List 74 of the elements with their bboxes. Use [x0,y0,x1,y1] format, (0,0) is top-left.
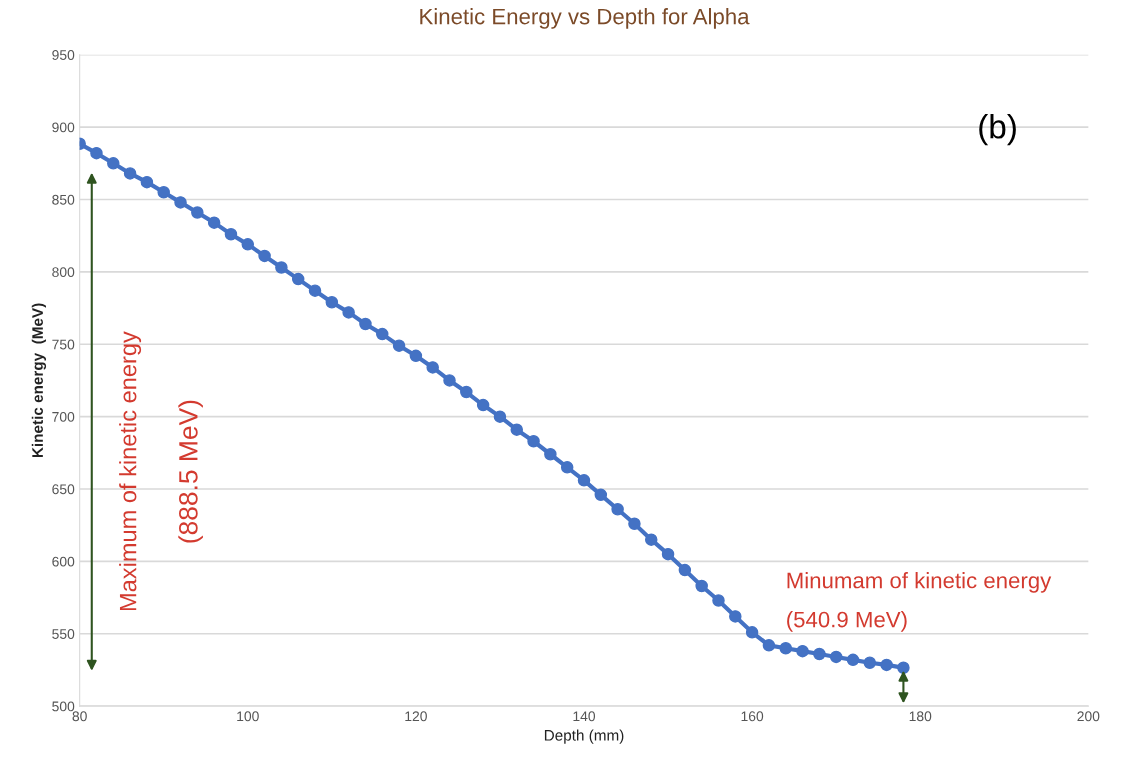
y-tick-label: 850 [52,194,75,205]
point [291,272,305,286]
x-tick-label: 100 [237,711,259,722]
point [174,196,187,209]
point [207,216,221,229]
annotation: (b) [979,114,1016,146]
chart-title: Kinetic Energy vs Depth for Alpha [420,8,750,29]
point [611,503,624,516]
point [342,306,355,319]
x-axis-title: Depth (mm) [544,729,624,744]
point [796,644,809,658]
point [762,639,776,652]
y-tick-label: 950 [52,50,75,60]
point [123,167,137,180]
point [409,349,423,363]
point [846,653,860,667]
y-tick-label: 600 [52,556,75,567]
y-tick-label: 700 [52,411,75,422]
y-tick-label: 550 [52,629,75,639]
point [661,547,675,561]
point [460,385,473,399]
point [476,398,490,412]
point [191,206,204,219]
point [426,361,439,374]
point [729,610,742,623]
x-tick-label: 140 [573,711,596,722]
point [443,374,456,387]
point [897,661,910,675]
x-tick-label: 80 [72,711,87,722]
y-tick-label: 650 [52,484,75,495]
y-tick-label: 800 [52,267,75,278]
point [325,296,339,309]
point [678,563,692,577]
point [644,533,658,546]
point [258,249,271,263]
point [628,517,641,531]
point [157,186,170,199]
y-tick-label: 750 [52,339,75,350]
point [745,626,759,639]
point [140,175,154,189]
point [241,238,255,251]
point [712,594,725,607]
point [560,461,574,474]
point [863,656,877,669]
point [90,146,103,160]
point [275,261,288,274]
x-tick-label: 180 [909,711,932,722]
point [359,317,372,331]
x-tick-label: 160 [741,711,764,722]
annotation: (888.5 MeV) [178,400,203,543]
point [695,579,708,593]
point [813,647,826,661]
point [829,650,843,664]
y-tick-label: 900 [52,122,75,133]
annotation: (540.9 MeV) [787,611,907,632]
point [594,488,608,502]
x-tick-label: 120 [405,711,427,722]
point [493,410,507,423]
point [527,434,540,448]
y-tick-label: 500 [52,701,75,712]
x-tick-label: 200 [1077,711,1100,722]
point [779,641,792,655]
point [544,448,557,461]
point [392,339,406,352]
point [376,327,389,341]
y-axis-title: Kinetic energy (MeV) [31,303,47,458]
point [308,284,322,297]
point [107,157,120,170]
point [880,658,893,672]
annotation: Maximum of kinetic energy [119,331,142,611]
point [224,227,238,241]
point [510,423,524,436]
point [577,474,591,487]
annotation: Minumam of kinetic energy [787,572,1052,593]
